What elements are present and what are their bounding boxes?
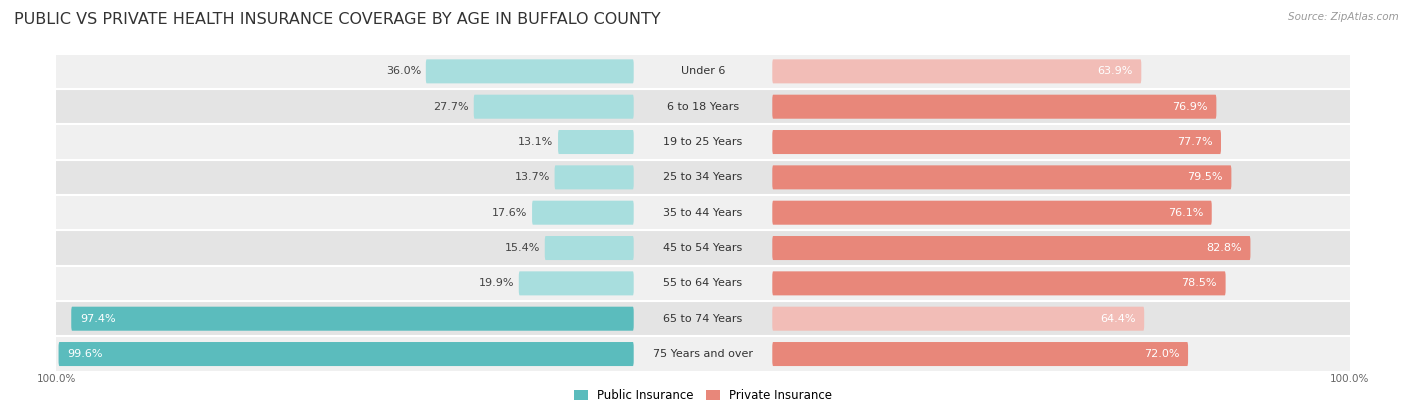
Text: 35 to 44 Years: 35 to 44 Years [664, 208, 742, 218]
Text: 15.4%: 15.4% [505, 243, 540, 253]
FancyBboxPatch shape [426, 59, 634, 83]
Text: 77.7%: 77.7% [1177, 137, 1212, 147]
Text: 25 to 34 Years: 25 to 34 Years [664, 172, 742, 183]
Text: 6 to 18 Years: 6 to 18 Years [666, 102, 740, 112]
FancyBboxPatch shape [772, 95, 1216, 119]
FancyBboxPatch shape [56, 160, 1350, 195]
Text: 76.9%: 76.9% [1173, 102, 1208, 112]
FancyBboxPatch shape [56, 336, 1350, 372]
Text: 55 to 64 Years: 55 to 64 Years [664, 278, 742, 288]
FancyBboxPatch shape [56, 89, 1350, 124]
Text: 75 Years and over: 75 Years and over [652, 349, 754, 359]
Text: 13.7%: 13.7% [515, 172, 550, 183]
Text: 19 to 25 Years: 19 to 25 Years [664, 137, 742, 147]
FancyBboxPatch shape [772, 201, 1212, 225]
FancyBboxPatch shape [56, 195, 1350, 230]
Text: 72.0%: 72.0% [1144, 349, 1180, 359]
Text: 65 to 74 Years: 65 to 74 Years [664, 314, 742, 324]
FancyBboxPatch shape [772, 130, 1220, 154]
FancyBboxPatch shape [531, 201, 634, 225]
Text: 63.9%: 63.9% [1097, 66, 1133, 76]
FancyBboxPatch shape [56, 266, 1350, 301]
FancyBboxPatch shape [772, 342, 1188, 366]
Text: 97.4%: 97.4% [80, 314, 115, 324]
FancyBboxPatch shape [56, 54, 1350, 89]
FancyBboxPatch shape [59, 342, 634, 366]
FancyBboxPatch shape [519, 271, 634, 295]
Text: 64.4%: 64.4% [1099, 314, 1136, 324]
FancyBboxPatch shape [544, 236, 634, 260]
Text: 82.8%: 82.8% [1206, 243, 1241, 253]
Text: 76.1%: 76.1% [1168, 208, 1204, 218]
FancyBboxPatch shape [56, 230, 1350, 266]
Text: 13.1%: 13.1% [519, 137, 554, 147]
Text: 17.6%: 17.6% [492, 208, 527, 218]
Text: 79.5%: 79.5% [1187, 172, 1223, 183]
FancyBboxPatch shape [56, 301, 1350, 336]
Text: Under 6: Under 6 [681, 66, 725, 76]
FancyBboxPatch shape [772, 307, 1144, 331]
FancyBboxPatch shape [72, 307, 634, 331]
Text: 45 to 54 Years: 45 to 54 Years [664, 243, 742, 253]
FancyBboxPatch shape [56, 124, 1350, 160]
Text: Source: ZipAtlas.com: Source: ZipAtlas.com [1288, 12, 1399, 22]
FancyBboxPatch shape [772, 236, 1250, 260]
FancyBboxPatch shape [772, 271, 1226, 295]
FancyBboxPatch shape [558, 130, 634, 154]
FancyBboxPatch shape [474, 95, 634, 119]
FancyBboxPatch shape [554, 165, 634, 190]
Text: 78.5%: 78.5% [1181, 278, 1218, 288]
FancyBboxPatch shape [772, 59, 1142, 83]
Text: 27.7%: 27.7% [433, 102, 470, 112]
Text: PUBLIC VS PRIVATE HEALTH INSURANCE COVERAGE BY AGE IN BUFFALO COUNTY: PUBLIC VS PRIVATE HEALTH INSURANCE COVER… [14, 12, 661, 27]
Legend: Public Insurance, Private Insurance: Public Insurance, Private Insurance [569, 385, 837, 407]
Text: 19.9%: 19.9% [478, 278, 515, 288]
Text: 99.6%: 99.6% [67, 349, 103, 359]
Text: 36.0%: 36.0% [387, 66, 422, 76]
FancyBboxPatch shape [772, 165, 1232, 190]
